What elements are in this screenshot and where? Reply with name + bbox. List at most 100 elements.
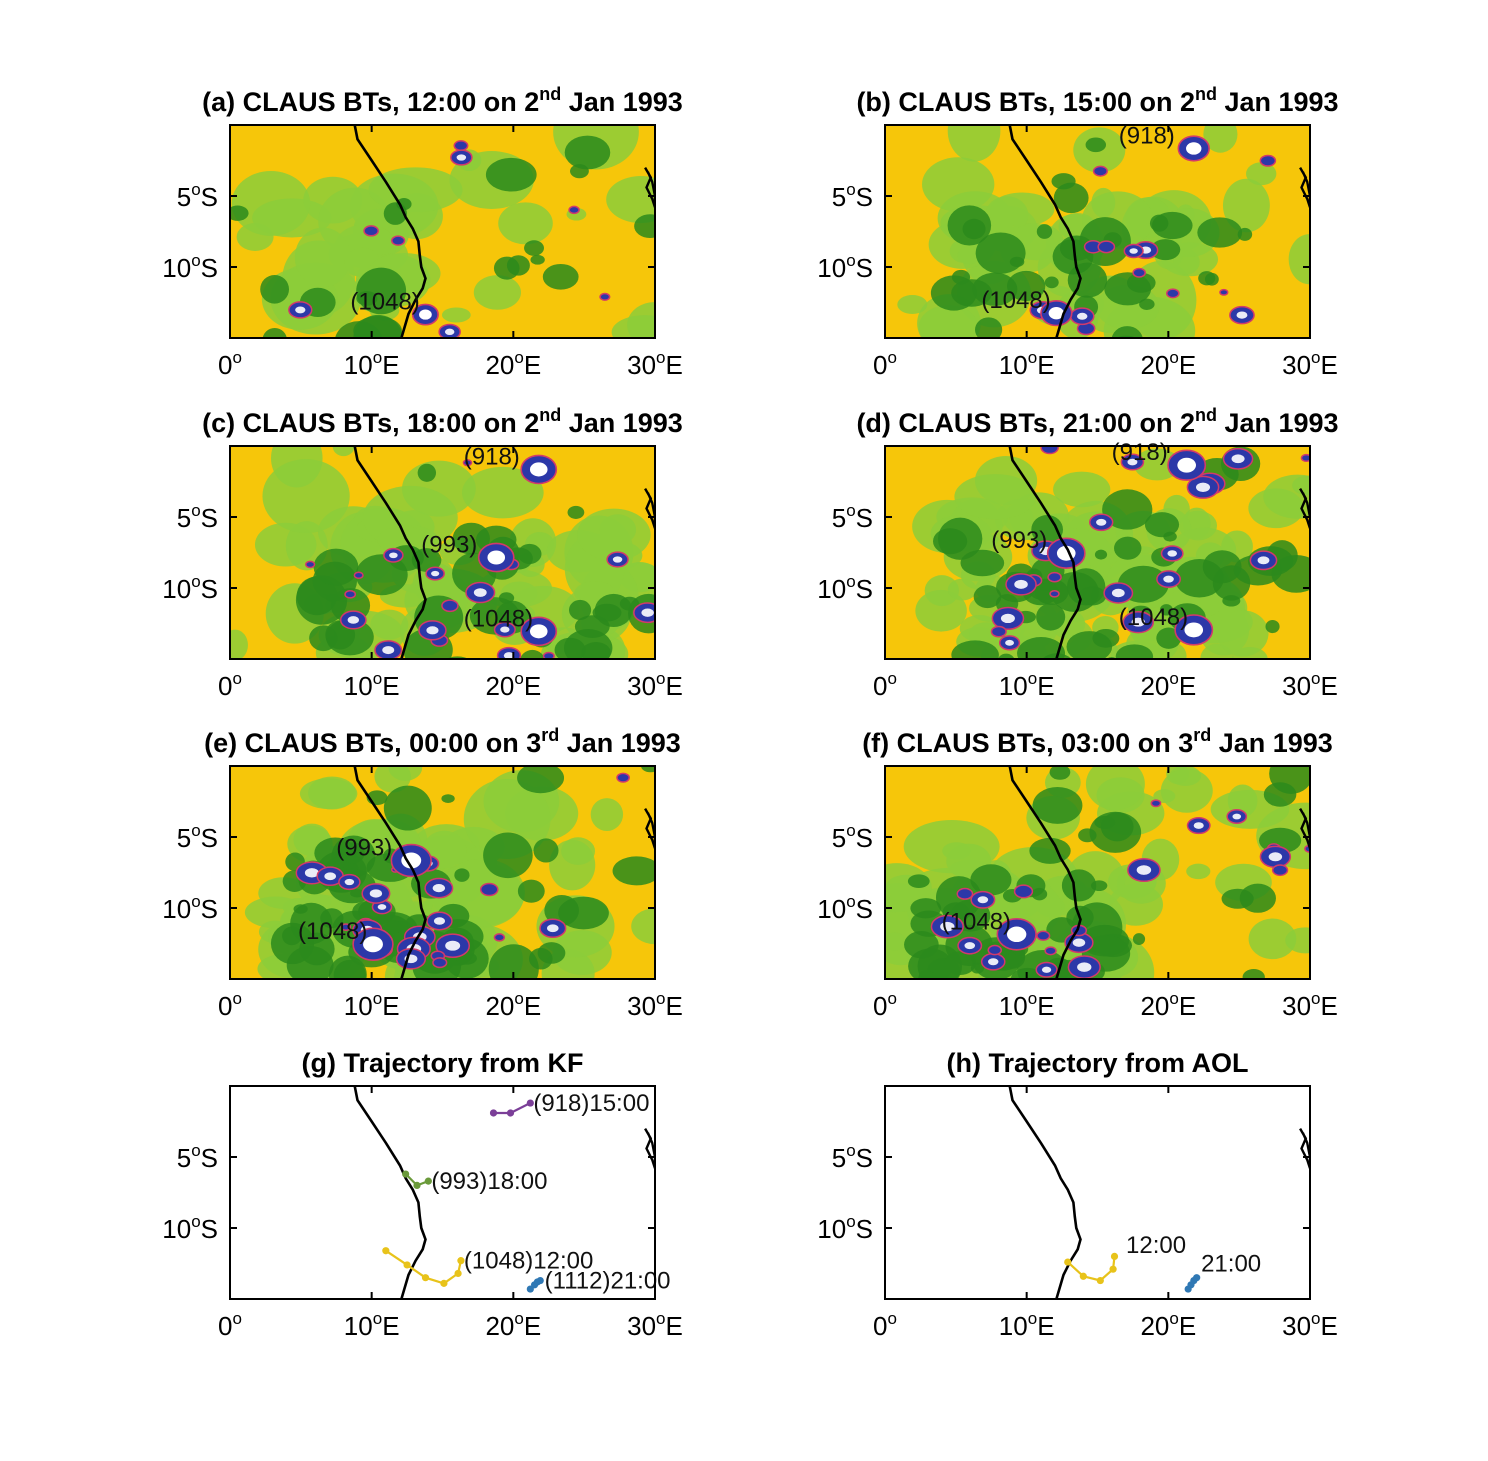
x-tick-label: 10oE (999, 669, 1055, 701)
cloud-patch (950, 670, 976, 688)
cold-cloud-top (444, 328, 455, 336)
cloud-patch (567, 705, 598, 726)
cloud-patch (485, 157, 537, 192)
y-tick-label: 5oS (832, 501, 873, 533)
convective-core (616, 772, 630, 783)
cloud-patch (498, 202, 553, 245)
trajectory-point (489, 1109, 498, 1117)
cold-cloud-top (612, 556, 623, 563)
cloud-patch (970, 864, 1012, 896)
cloud-patch (310, 385, 333, 406)
cloud-patch (1159, 604, 1173, 616)
y-tick-label: 5oS (177, 180, 218, 212)
panel-a: (a) CLAUS BTs, 12:00 on 2nd Jan 1993 (104… (162, 84, 683, 406)
cloud-patch (920, 971, 939, 979)
cloud-patch (262, 459, 350, 534)
convective-core (599, 292, 611, 301)
cloud-patch (377, 526, 429, 554)
cold-cloud-top (426, 626, 439, 635)
convective-core (199, 324, 221, 339)
panel-c-title: (c) CLAUS BTs, 18:00 on 2nd Jan 1993 (202, 405, 683, 438)
panel-g-map (230, 1086, 655, 1299)
x-tick-label: 0o (873, 1309, 897, 1341)
cloud-patch (568, 599, 592, 621)
cloud-patch (182, 344, 200, 357)
cloud-patch (1144, 512, 1180, 538)
cloud-patch (368, 167, 463, 213)
cloud-patch (506, 255, 530, 276)
y-tick-label: 5oS (832, 1141, 873, 1173)
axes-frame (884, 765, 1311, 980)
cold-cloud-top (1000, 613, 1015, 624)
x-tick-label: 20oE (1140, 989, 1196, 1021)
panel-g-title: (g) Trajectory from KF (301, 1048, 583, 1078)
cloud-patch (333, 959, 366, 979)
tracked-system-cold-top (529, 624, 548, 639)
y-tick-label: 10oS (162, 892, 218, 924)
tracked-system-cold-top (487, 550, 506, 565)
cloud-patch (282, 926, 302, 946)
cold-cloud-top (432, 883, 446, 893)
cold-cloud-top (1131, 617, 1146, 627)
coastline (353, 1086, 427, 1299)
trajectory-point (506, 1109, 515, 1117)
system-label: (1048) (981, 287, 1050, 314)
cloud-patch (975, 317, 1003, 338)
x-tick-label: 30oE (1282, 989, 1338, 1021)
cold-cloud-top (456, 154, 467, 161)
cloud-patch (473, 275, 521, 310)
cloud-patch (634, 214, 655, 238)
convective-core (353, 571, 364, 580)
cloud-patch (332, 446, 355, 457)
cloud-patch (325, 618, 374, 656)
trajectory-point (536, 1276, 544, 1285)
x-tick-label: 30oE (1282, 1309, 1338, 1341)
cloud-patch (922, 157, 995, 212)
cloud-patch (932, 528, 968, 555)
cloud-patch (918, 305, 979, 338)
trajectory-point (413, 1181, 421, 1189)
cold-cloud-top (344, 878, 355, 886)
cloud-patch (533, 838, 559, 863)
cloud-patch (542, 263, 579, 290)
lake-outline (1299, 488, 1310, 529)
cold-cloud-top (964, 942, 976, 950)
convective-core (1271, 864, 1289, 877)
cloud-patch (1242, 969, 1265, 979)
cloud-patch (520, 649, 545, 659)
tracked-system-cold-top (419, 309, 432, 320)
cold-cloud-top (433, 917, 446, 925)
panel-g: (g) Trajectory from KF (918)15:00 (993)18:… (162, 1048, 683, 1341)
convective-core (1166, 288, 1180, 299)
cold-cloud-top (1072, 938, 1086, 947)
trajectory-point (1079, 1272, 1087, 1280)
cloud-patch (577, 508, 651, 561)
x-tick-label: 0o (873, 669, 897, 701)
convective-core (363, 225, 379, 237)
cold-cloud-top (1268, 852, 1283, 862)
system-label: (1048) (350, 289, 419, 316)
y-tick-label: 5oS (177, 821, 218, 853)
lake-outline (644, 488, 655, 529)
cloud-patch (488, 944, 539, 979)
x-tick-label: 20oE (485, 1309, 541, 1341)
trajectory-point (402, 1170, 410, 1178)
cloud-patch (1186, 863, 1211, 880)
coastline (353, 766, 427, 979)
cold-cloud-top (940, 921, 955, 932)
cloud-patch (1132, 933, 1146, 945)
tracked-system-cold-top (1186, 142, 1202, 155)
cloud-patch (1061, 869, 1097, 902)
cloud-patch (364, 379, 391, 403)
coastline (1008, 446, 1082, 659)
cloud-patch (1066, 631, 1113, 659)
panel-c-map (230, 446, 655, 726)
cloud-patch (1094, 549, 1108, 560)
trajectory-label: 12:00 (1126, 1232, 1186, 1259)
cloud-patch (573, 678, 624, 710)
panel-f-title: (f) CLAUS BTs, 03:00 on 3rd Jan 1993 (862, 725, 1333, 758)
cloud-patch (1036, 603, 1066, 631)
cloud-patch (954, 474, 1037, 520)
trajectory-point (1109, 1265, 1117, 1273)
cloud-patch (1111, 326, 1143, 338)
